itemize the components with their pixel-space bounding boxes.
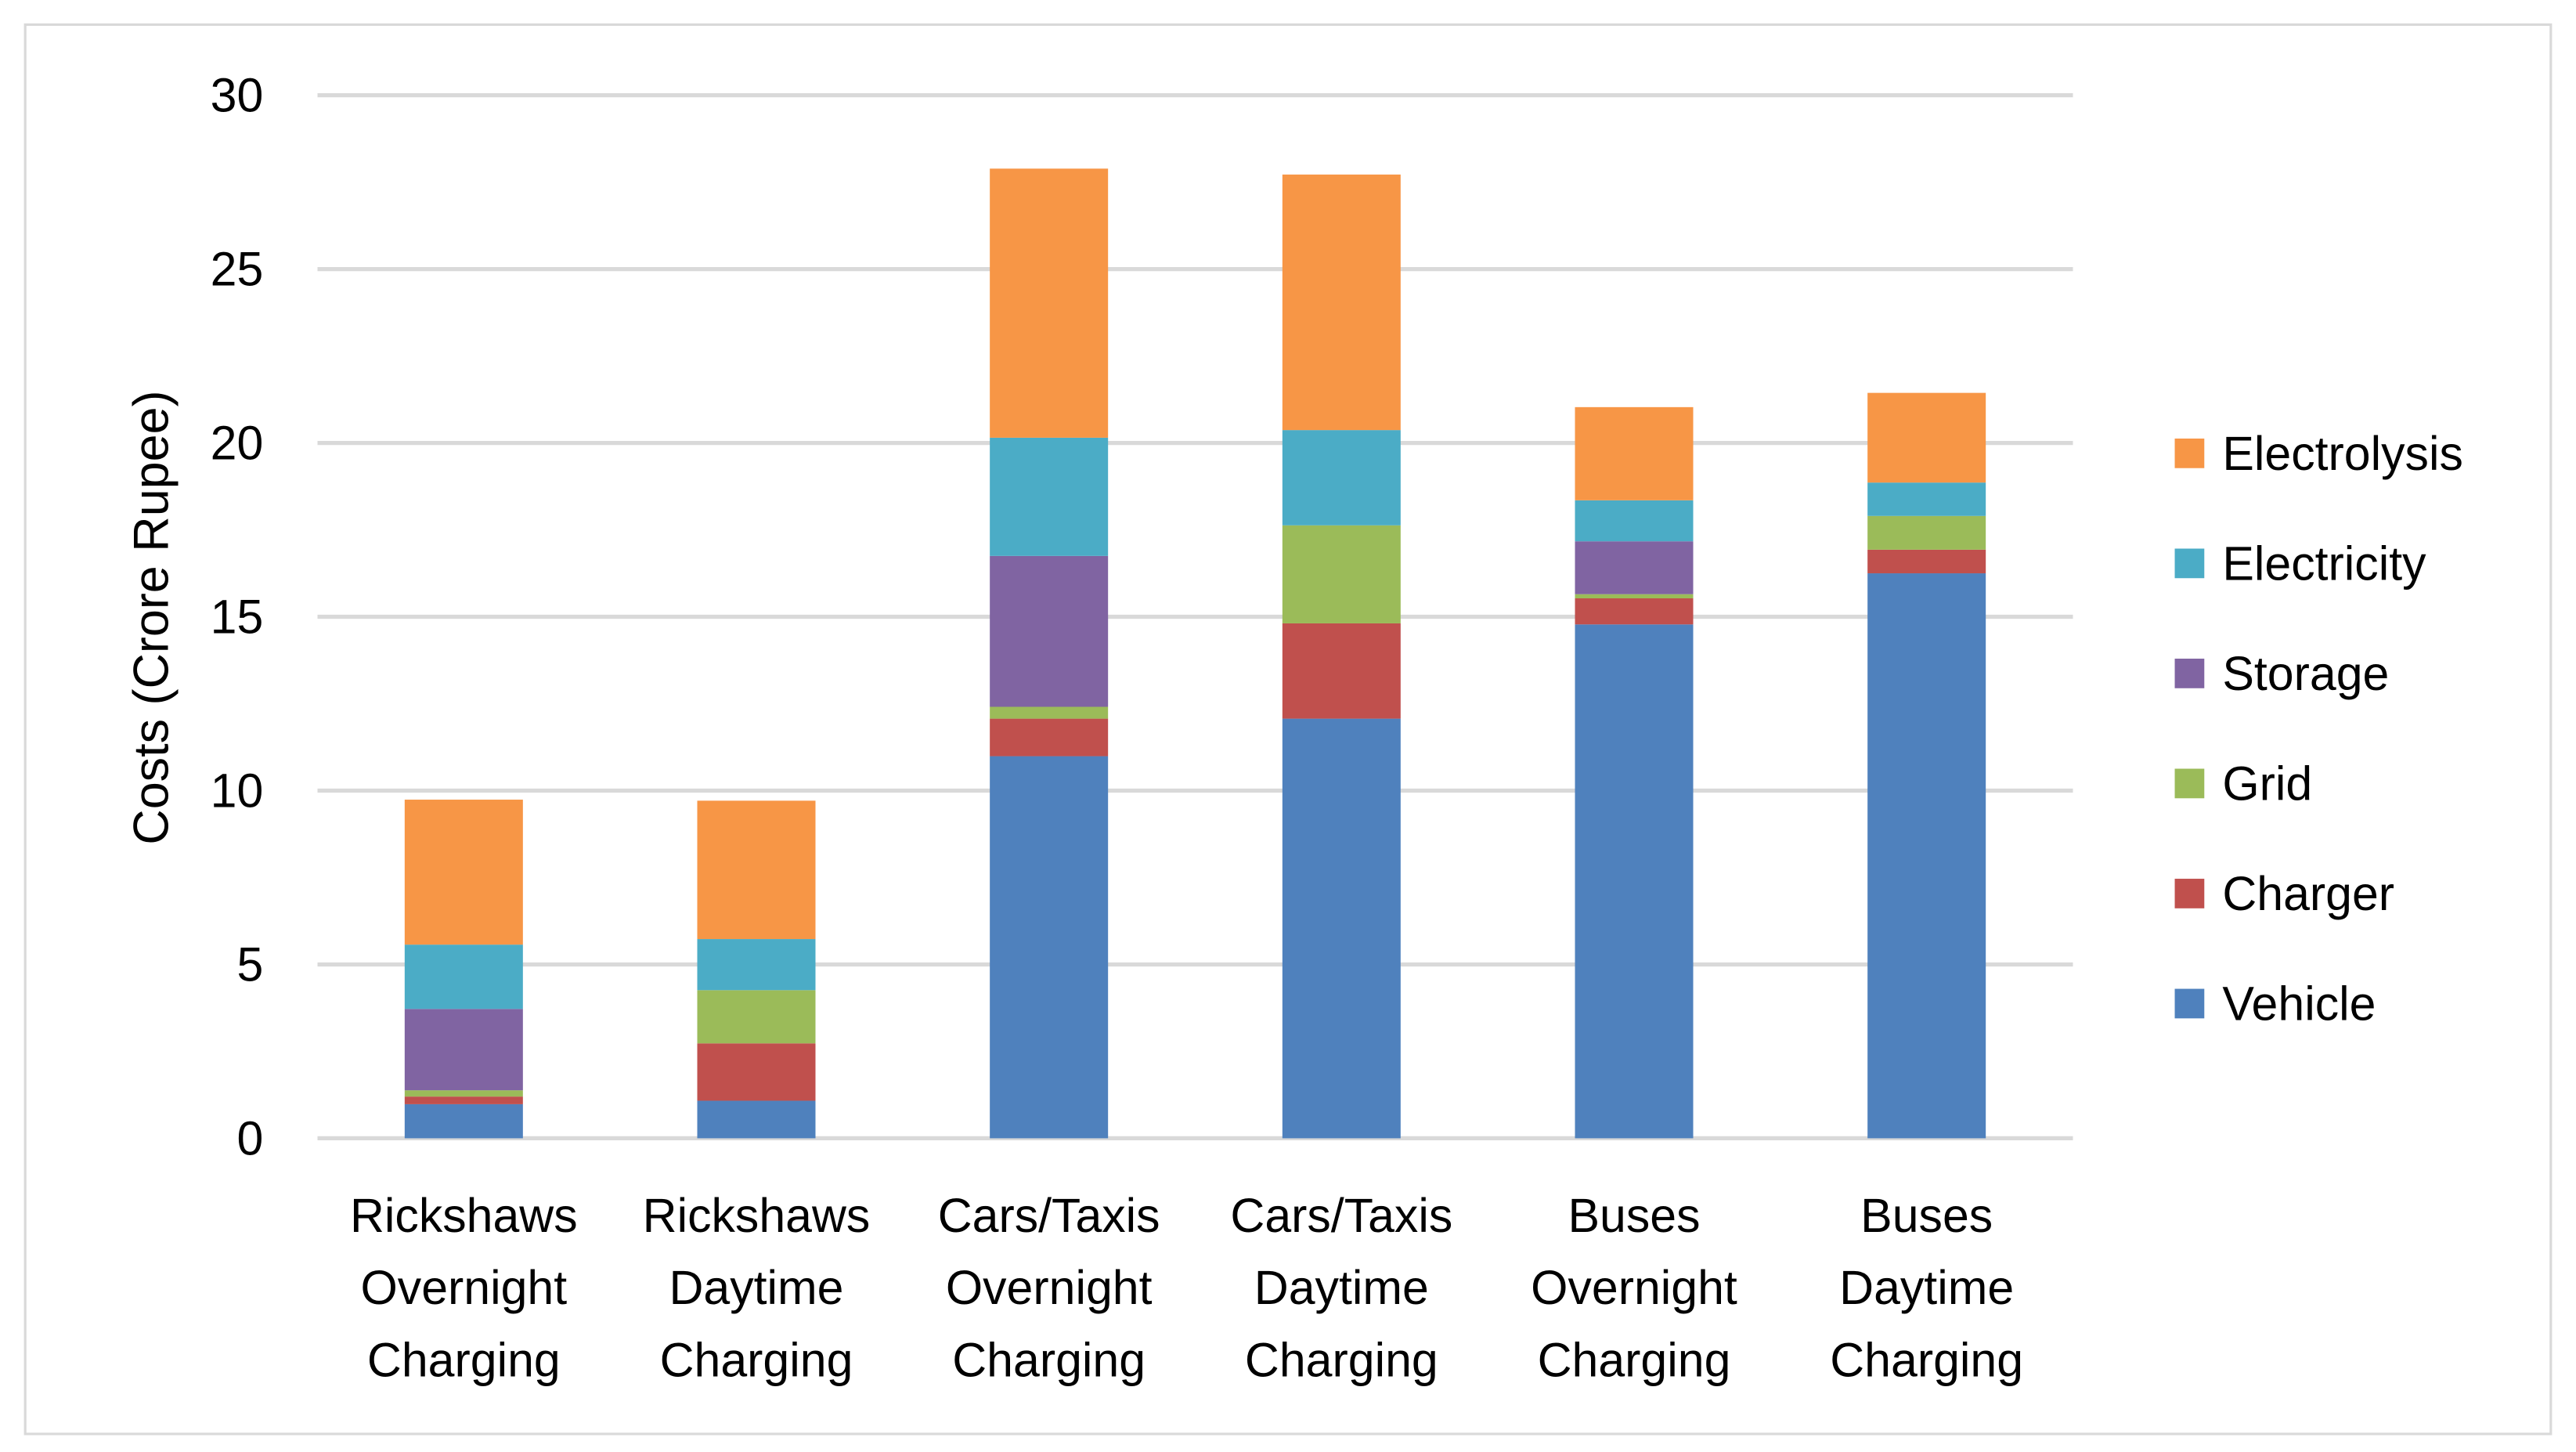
bar-segment-storage	[990, 555, 1109, 707]
x-category-label: Charging	[1830, 1334, 2023, 1387]
legend-item-charger: Charger	[2174, 867, 2394, 920]
bar-segment-grid	[1867, 515, 1986, 550]
legend-swatch	[2174, 438, 2205, 468]
x-category-label: Overnight	[946, 1261, 1153, 1314]
bar-segment-electricity	[990, 437, 1109, 556]
y-tick-label: 25	[211, 243, 264, 296]
legend-swatch	[2174, 988, 2205, 1019]
bar-segment-electricity	[404, 945, 523, 1010]
bar-segment-electrolysis	[697, 800, 816, 940]
bar-segment-vehicle	[990, 756, 1109, 1139]
x-category-label: Rickshaws	[643, 1189, 871, 1242]
x-category-label: Daytime	[669, 1261, 843, 1314]
bar-segment-grid	[1282, 525, 1401, 623]
x-category-label: Overnight	[1531, 1261, 1737, 1314]
bar-segment-vehicle	[1575, 624, 1694, 1139]
bar-segment-charger	[1282, 623, 1401, 719]
legend-label: Grid	[2222, 757, 2312, 810]
legend-item-electrolysis: Electrolysis	[2174, 427, 2463, 480]
legend: Electrolysis Electricity Storage Grid Charge…	[2174, 427, 2463, 1030]
bar-segment-vehicle	[697, 1100, 816, 1139]
legend-item-electricity: Electricity	[2174, 536, 2426, 590]
bar-segment-vehicle	[1867, 573, 1986, 1139]
bar-segment-grid	[1575, 594, 1694, 599]
bar-segment-electricity	[1575, 500, 1694, 542]
y-tick-label: 0	[236, 1111, 263, 1165]
bar-segment-grid	[990, 706, 1109, 719]
x-category-label: Rickshaws	[350, 1189, 578, 1242]
y-axis-ticks: 0 5 10 15 20 25 30	[211, 69, 264, 1165]
bar-segment-grid	[697, 990, 816, 1044]
y-tick-label: 5	[236, 937, 263, 991]
x-category-label: Cars/Taxis	[938, 1189, 1160, 1242]
x-category-label: Buses	[1860, 1189, 1993, 1242]
x-category-label: Charging	[952, 1334, 1145, 1387]
legend-label: Vehicle	[2222, 977, 2376, 1030]
x-category-label: Charging	[660, 1334, 853, 1387]
x-category-label: Charging	[1538, 1334, 1731, 1387]
bar-segment-electrolysis	[1282, 174, 1401, 431]
bar-segment-storage	[1575, 541, 1694, 594]
x-category-label: Charging	[1245, 1334, 1438, 1387]
bar-segment-vehicle	[404, 1103, 523, 1139]
bar-segment-electricity	[697, 939, 816, 991]
x-category-label: Charging	[367, 1334, 561, 1387]
bars	[404, 168, 1986, 1139]
legend-label: Electricity	[2222, 536, 2426, 590]
legend-item-grid: Grid	[2174, 757, 2312, 810]
legend-item-vehicle: Vehicle	[2174, 977, 2376, 1030]
x-category-label: Overnight	[361, 1261, 568, 1314]
x-category-label: Cars/Taxis	[1230, 1189, 1452, 1242]
y-tick-label: 15	[211, 591, 264, 644]
bar-segment-electricity	[1282, 430, 1401, 526]
legend-item-storage: Storage	[2174, 647, 2389, 700]
x-category-label: Daytime	[1839, 1261, 2014, 1314]
bar-segment-vehicle	[1282, 718, 1401, 1139]
bar-segment-electrolysis	[990, 168, 1109, 438]
legend-swatch	[2174, 548, 2205, 579]
y-tick-label: 10	[211, 764, 264, 817]
y-axis-title: Costs (Crore Rupee)	[124, 390, 179, 844]
bar-segment-electrolysis	[1575, 406, 1694, 500]
legend-swatch	[2174, 659, 2205, 688]
bar-segment-grid	[404, 1090, 523, 1097]
x-category-label: Buses	[1568, 1189, 1700, 1242]
bar-segment-charger	[1867, 549, 1986, 574]
x-category-label: Daytime	[1254, 1261, 1429, 1314]
legend-label: Electrolysis	[2222, 427, 2463, 480]
bar-segment-charger	[404, 1096, 523, 1104]
bar-segment-charger	[697, 1043, 816, 1101]
legend-label: Charger	[2222, 867, 2394, 920]
bar-segment-electrolysis	[404, 800, 523, 945]
bar-segment-storage	[404, 1009, 523, 1091]
bar-segment-charger	[1575, 598, 1694, 625]
legend-swatch	[2174, 879, 2205, 908]
bar-segment-electrolysis	[1867, 392, 1986, 483]
y-tick-label: 30	[211, 69, 264, 122]
y-tick-label: 20	[211, 417, 264, 470]
gridlines	[317, 93, 2073, 1141]
bar-segment-charger	[990, 718, 1109, 757]
legend-label: Storage	[2222, 647, 2389, 700]
bar-segment-electricity	[1867, 482, 1986, 516]
legend-swatch	[2174, 768, 2205, 799]
x-axis-categories: Rickshaws Overnight Charging Rickshaws Dayti…	[350, 1189, 2023, 1387]
